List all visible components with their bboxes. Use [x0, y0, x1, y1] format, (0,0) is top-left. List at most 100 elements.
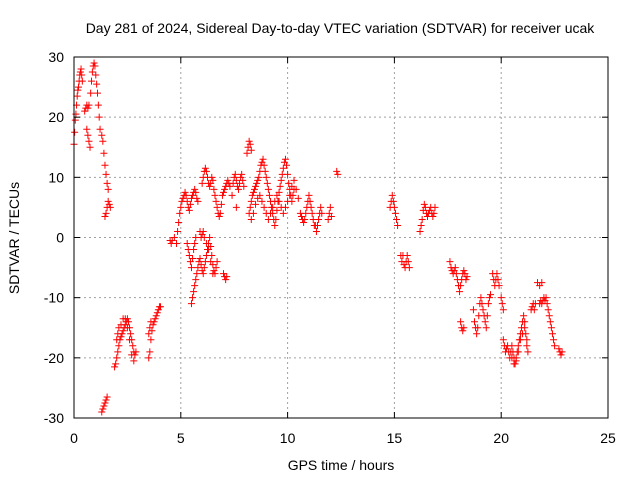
- data-point: [123, 324, 131, 332]
- data-point: [460, 324, 468, 332]
- data-point: [275, 197, 283, 205]
- data-point: [84, 131, 92, 139]
- data-point: [174, 227, 182, 235]
- data-point: [102, 170, 110, 178]
- data-point: [420, 200, 428, 208]
- data-point: [417, 221, 425, 229]
- data-point: [314, 221, 322, 229]
- data-point: [333, 167, 341, 175]
- data-point: [153, 309, 161, 317]
- x-tick-label: 25: [600, 430, 616, 446]
- data-point: [474, 324, 482, 332]
- data-point: [196, 255, 204, 263]
- data-point: [209, 270, 217, 278]
- data-point: [555, 345, 563, 353]
- data-point: [240, 182, 248, 190]
- data-point: [252, 200, 260, 208]
- data-point: [228, 191, 236, 199]
- data-point: [516, 336, 524, 344]
- data-point: [182, 191, 190, 199]
- data-point: [281, 203, 289, 211]
- data-point: [259, 155, 267, 163]
- data-point: [83, 125, 91, 133]
- data-point: [100, 402, 108, 410]
- data-point: [247, 146, 255, 154]
- data-point: [173, 240, 181, 248]
- data-point: [247, 215, 255, 223]
- data-point: [147, 318, 155, 326]
- data-point: [272, 215, 280, 223]
- data-point: [117, 321, 125, 329]
- data-point: [114, 330, 122, 338]
- data-point: [558, 348, 566, 356]
- data-point: [100, 149, 108, 157]
- data-point: [176, 209, 184, 217]
- data-point: [187, 264, 195, 272]
- data-point: [416, 227, 424, 235]
- data-point: [249, 188, 257, 196]
- data-point: [524, 348, 532, 356]
- data-point: [302, 209, 310, 217]
- data-point: [487, 291, 495, 299]
- data-point: [520, 312, 528, 320]
- data-point: [128, 351, 136, 359]
- data-point: [91, 62, 99, 70]
- data-point: [145, 330, 153, 338]
- data-point: [112, 360, 120, 368]
- data-point: [429, 212, 437, 220]
- data-point: [76, 68, 84, 76]
- data-point: [508, 354, 516, 362]
- data-point: [286, 191, 294, 199]
- data-point: [232, 176, 240, 184]
- data-point: [551, 342, 559, 350]
- x-tick-label: 15: [387, 430, 403, 446]
- data-point: [327, 212, 335, 220]
- data-point: [114, 348, 122, 356]
- data-point: [207, 258, 215, 266]
- data-point: [206, 182, 214, 190]
- data-point: [315, 215, 323, 223]
- data-point: [260, 203, 268, 211]
- data-point: [234, 185, 242, 193]
- data-point: [85, 137, 93, 145]
- data-point: [88, 68, 96, 76]
- data-point: [550, 336, 558, 344]
- data-point: [103, 393, 111, 401]
- data-point: [508, 342, 516, 350]
- data-point: [106, 203, 114, 211]
- data-point: [170, 234, 178, 241]
- data-point: [279, 164, 287, 172]
- data-point: [111, 363, 119, 371]
- data-point: [218, 191, 226, 199]
- data-point: [222, 276, 230, 284]
- data-point: [201, 164, 209, 172]
- data-point: [284, 197, 292, 205]
- data-point: [306, 197, 314, 205]
- data-point: [179, 194, 187, 202]
- data-point: [512, 357, 520, 365]
- data-point: [193, 270, 201, 278]
- data-point: [481, 318, 489, 326]
- data-point: [152, 312, 160, 320]
- data-point: [200, 234, 208, 241]
- data-point: [248, 191, 256, 199]
- data-point: [194, 264, 202, 272]
- data-point: [521, 324, 529, 332]
- data-point: [463, 273, 471, 281]
- data-point: [312, 227, 320, 235]
- data-point: [146, 348, 154, 356]
- data-point: [145, 354, 153, 362]
- data-point: [307, 203, 315, 211]
- data-point: [485, 294, 493, 302]
- data-point: [255, 173, 263, 181]
- data-point: [462, 276, 470, 284]
- data-point: [187, 300, 195, 308]
- data-point: [542, 294, 550, 302]
- data-point: [202, 240, 210, 248]
- data-point: [308, 209, 316, 217]
- data-point: [78, 71, 86, 79]
- data-point: [129, 342, 137, 350]
- data-point: [523, 342, 531, 350]
- data-point: [202, 167, 210, 175]
- data-point: [523, 336, 531, 344]
